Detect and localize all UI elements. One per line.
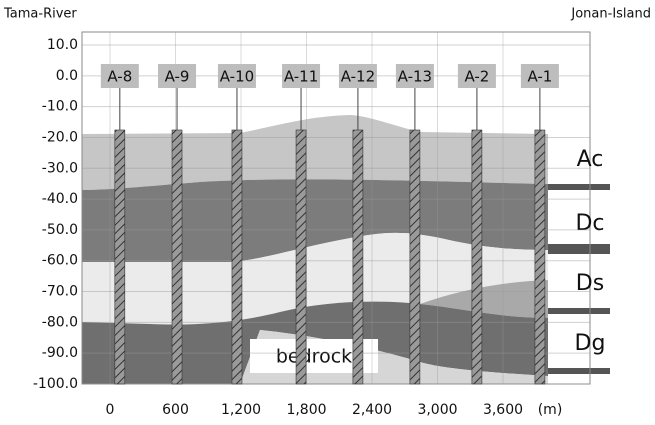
layer-label: Ds <box>576 271 604 296</box>
y-tick-label: -80.0 <box>42 314 78 330</box>
y-tick-label: -20.0 <box>42 129 78 145</box>
borehole <box>232 130 242 384</box>
borehole <box>410 130 420 384</box>
borehole-label: A-1 <box>527 68 552 86</box>
y-tick-label: -70.0 <box>42 284 78 300</box>
boundary-bar <box>548 308 610 314</box>
borehole <box>115 130 125 384</box>
borehole <box>535 130 545 384</box>
borehole-label: A-2 <box>464 68 489 86</box>
left-label: Tama-River <box>3 7 77 22</box>
layer-label: bedrock <box>276 346 352 368</box>
y-tick-label: -60.0 <box>42 253 78 269</box>
layer-label: Dc <box>575 211 604 236</box>
borehole-label: A-12 <box>341 68 375 86</box>
right-label: Jonan-Island <box>570 7 651 22</box>
borehole <box>172 130 182 384</box>
x-tick-label: 1,800 <box>286 402 326 418</box>
y-tick-label: -10.0 <box>42 99 78 115</box>
y-tick-label: -40.0 <box>42 191 78 207</box>
y-tick-label: -100.0 <box>33 376 78 392</box>
y-tick-label: 10.0 <box>47 37 78 53</box>
borehole-label: A-11 <box>284 68 318 86</box>
borehole-label: A-8 <box>107 68 132 86</box>
y-tick-label: -50.0 <box>42 222 78 238</box>
boundary-bar <box>548 184 610 190</box>
borehole-label: A-9 <box>165 68 190 86</box>
borehole <box>296 130 306 384</box>
x-tick-label: 600 <box>162 402 189 418</box>
y-tick-label: -90.0 <box>42 345 78 361</box>
borehole <box>353 130 363 384</box>
layer-label: Dg <box>575 331 606 356</box>
borehole <box>472 130 482 384</box>
borehole-label: A-13 <box>398 68 432 86</box>
boundary-bar <box>548 368 610 374</box>
y-tick-label: 0.0 <box>56 68 78 84</box>
y-tick-label: -30.0 <box>42 160 78 176</box>
x-tick-label: 0 <box>106 402 115 418</box>
x-tick-label: 1,200 <box>221 402 261 418</box>
boundary-bar <box>548 244 610 254</box>
x-tick-label: 3,000 <box>417 402 457 418</box>
cross-section: Tama-River Jonan-Island Ac Dc Ds Dg bedr… <box>0 0 655 425</box>
x-tick-label: 3,600 <box>483 402 523 418</box>
x-unit: (m) <box>538 402 563 418</box>
x-tick-label: 2,400 <box>352 402 392 418</box>
borehole-label: A-10 <box>220 68 254 86</box>
